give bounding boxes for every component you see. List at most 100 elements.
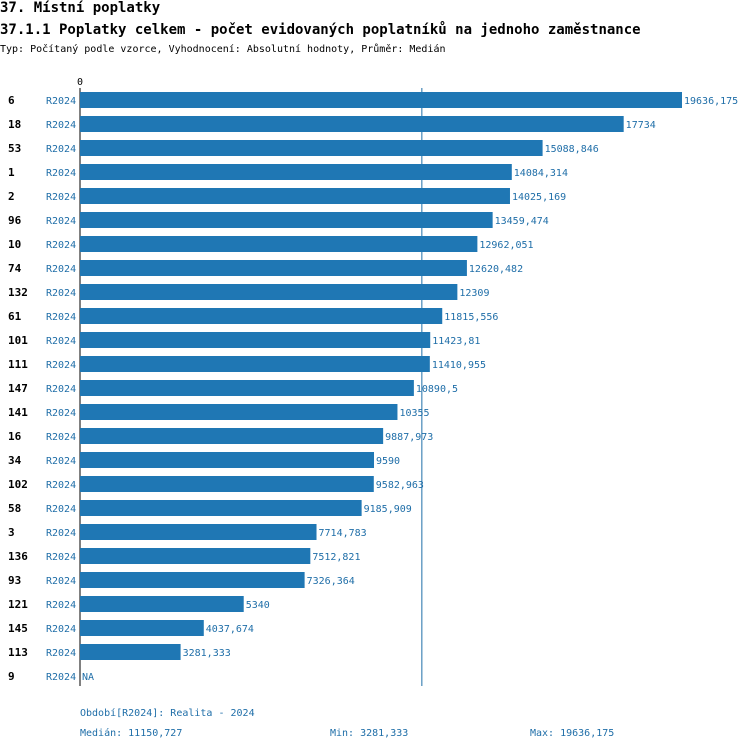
row-id-label: 102: [8, 478, 28, 491]
row-id-label: 136: [8, 550, 28, 563]
bar-value-label: 13459,474: [495, 216, 549, 227]
row-series-label: R2024: [46, 216, 76, 227]
bar: [80, 260, 467, 276]
bar: [80, 332, 431, 348]
bar: [80, 428, 384, 444]
row-series-label: R2024: [46, 456, 76, 467]
footer-max: Max: 19636,175: [530, 728, 615, 739]
row-id-label: 93: [8, 574, 21, 587]
bar-value-label: 7714,783: [319, 528, 367, 539]
bar-value-label: 9582,963: [376, 480, 424, 491]
bar-value-label: 14025,169: [512, 192, 566, 203]
bar-value-label: 11410,955: [432, 360, 486, 371]
row-series-label: R2024: [46, 168, 76, 179]
row-id-label: 121: [8, 598, 28, 611]
bar: [80, 284, 458, 300]
row-series-label: R2024: [46, 192, 76, 203]
row-series-label: R2024: [46, 288, 76, 299]
footer-period: Období[R2024]: Realita - 2024: [80, 708, 255, 719]
row-id-label: 2: [8, 190, 15, 203]
bar-value-label: 9887,973: [385, 432, 433, 443]
row-series-label: R2024: [46, 360, 76, 371]
bar: [80, 404, 398, 420]
bar-value-label: 12620,482: [469, 264, 523, 275]
bar: [80, 236, 478, 252]
bar: [80, 212, 493, 228]
row-id-label: 132: [8, 286, 28, 299]
row-id-label: 145: [8, 622, 28, 635]
bar-value-label: 12309: [459, 288, 489, 299]
row-id-label: 96: [8, 214, 22, 227]
bar: [80, 476, 374, 492]
bar: [80, 188, 510, 204]
bar-value-label: 9185,909: [364, 504, 412, 515]
row-series-label: R2024: [46, 408, 76, 419]
bar: [80, 620, 204, 636]
bar-value-label: 7512,821: [312, 552, 360, 563]
row-id-label: 61: [8, 310, 22, 323]
row-id-label: 6: [8, 94, 15, 107]
bar-value-label: 19636,175: [684, 96, 738, 107]
row-id-label: 16: [8, 430, 22, 443]
row-id-label: 141: [8, 406, 28, 419]
bar: [80, 140, 543, 156]
bar-value-label: 11815,556: [444, 312, 498, 323]
bar: [80, 164, 512, 180]
row-series-label: R2024: [46, 240, 76, 251]
bar-value-label: 14084,314: [514, 168, 568, 179]
bar: [80, 308, 443, 324]
chart-subtitle: Typ: Počítaný podle vzorce, Vyhodnocení:…: [0, 44, 446, 55]
row-series-label: R2024: [46, 96, 76, 107]
bar-value-label: 5340: [246, 600, 270, 611]
row-id-label: 58: [8, 502, 21, 515]
row-series-label: R2024: [46, 648, 76, 659]
row-series-label: R2024: [46, 552, 76, 563]
bar-value-label: 10355: [399, 408, 429, 419]
bar-value-label: 17734: [626, 120, 656, 131]
row-series-label: R2024: [46, 120, 76, 131]
row-series-label: R2024: [46, 336, 76, 347]
footer-min: Min: 3281,333: [330, 728, 409, 739]
x-axis-tick-label: 0: [77, 77, 83, 88]
bar-value-label: 15088,846: [545, 144, 599, 155]
row-series-label: R2024: [46, 480, 76, 491]
row-id-label: 3: [8, 526, 15, 539]
bar: [80, 356, 430, 372]
row-id-label: 74: [8, 262, 22, 275]
row-id-label: 147: [8, 382, 28, 395]
row-series-label: R2024: [46, 576, 76, 587]
bar: [80, 572, 305, 588]
row-series-label: R2024: [46, 432, 76, 443]
row-series-label: R2024: [46, 504, 76, 515]
row-id-label: 101: [8, 334, 28, 347]
bar: [80, 116, 624, 132]
row-series-label: R2024: [46, 624, 76, 635]
bar: [80, 596, 244, 612]
bar-value-label: 9590: [376, 456, 400, 467]
bar: [80, 500, 362, 516]
row-series-label: R2024: [46, 672, 76, 683]
bar: [80, 644, 181, 660]
row-id-label: 34: [8, 454, 22, 467]
row-id-label: 10: [8, 238, 21, 251]
row-series-label: R2024: [46, 384, 76, 395]
row-series-label: R2024: [46, 600, 76, 611]
section-title: 37. Místní poplatky: [0, 0, 161, 16]
bar-value-label: 10890,5: [416, 384, 458, 395]
chart-title: 37.1.1 Poplatky celkem - počet evidovaný…: [0, 22, 641, 38]
row-id-label: 53: [8, 142, 21, 155]
bar-value-label: 11423,81: [432, 336, 480, 347]
bar: [80, 380, 414, 396]
row-id-label: 111: [8, 358, 28, 371]
row-series-label: R2024: [46, 528, 76, 539]
bar: [80, 524, 317, 540]
row-id-label: 18: [8, 118, 21, 131]
row-series-label: R2024: [46, 312, 76, 323]
bar-value-label: 3281,333: [183, 648, 231, 659]
bar-value-label: 12962,051: [479, 240, 533, 251]
bar-value-label: NA: [82, 672, 94, 683]
row-series-label: R2024: [46, 144, 76, 155]
bar-value-label: 7326,364: [307, 576, 355, 587]
bar: [80, 452, 375, 468]
